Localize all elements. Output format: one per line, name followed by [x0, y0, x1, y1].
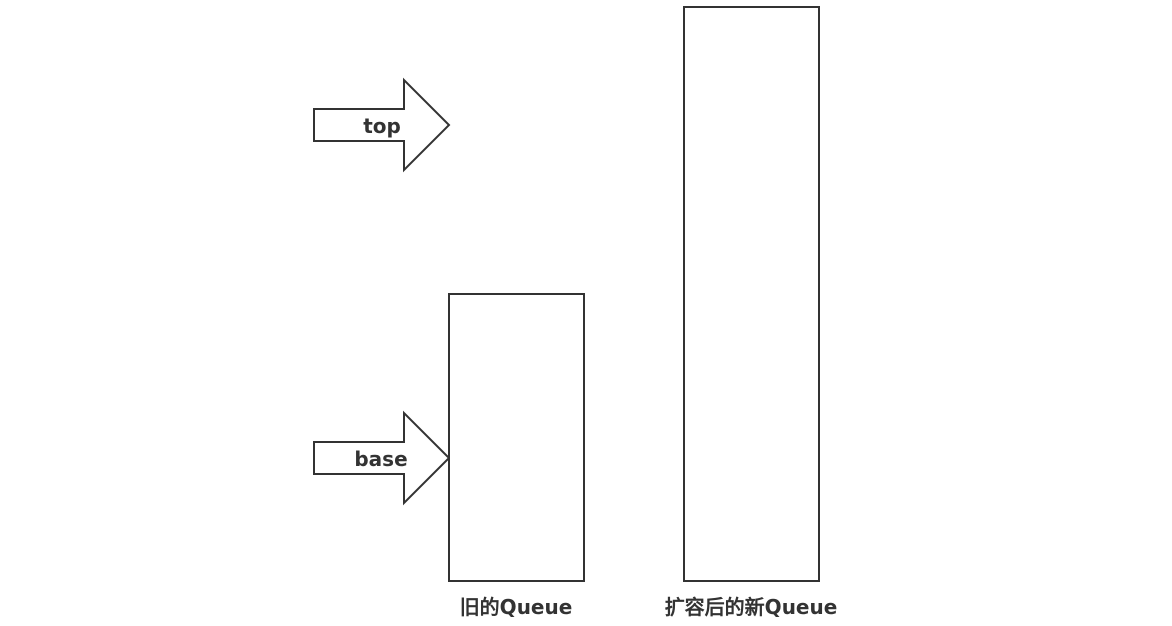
new-queue-box: [683, 6, 820, 582]
top-pointer-arrow: top: [313, 77, 451, 173]
top-arrow-shape: [313, 77, 451, 173]
base-arrow-label: base: [354, 447, 407, 471]
old-queue-box: [448, 293, 585, 582]
new-queue: 扩容后的新Queue: [665, 6, 838, 619]
old-queue-label: 旧的Queue: [460, 595, 573, 619]
top-arrow-label: top: [363, 114, 401, 138]
base-pointer-arrow: base: [313, 410, 451, 506]
old-queue: 旧的Queue: [448, 293, 585, 619]
base-arrow-shape: [313, 410, 451, 506]
new-queue-label: 扩容后的新Queue: [665, 595, 838, 619]
